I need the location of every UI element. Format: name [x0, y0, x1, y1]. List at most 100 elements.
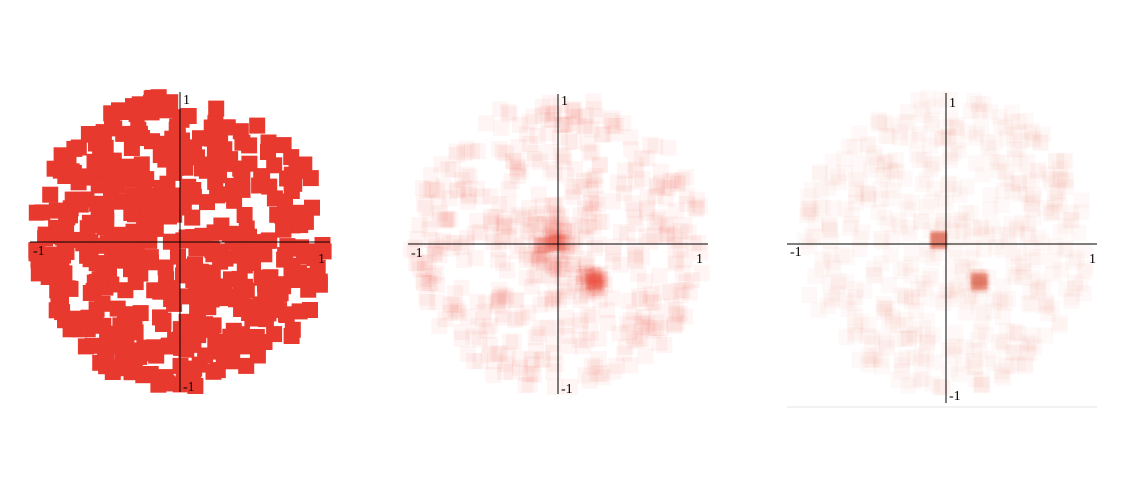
scatter-point [1006, 324, 1022, 340]
scatter-point [622, 129, 639, 146]
scatter-point [668, 306, 685, 323]
scatter-point [136, 339, 153, 356]
scatter-point [626, 328, 643, 345]
scatter-point [177, 265, 194, 282]
scatter-point [582, 194, 599, 211]
scatter-point [580, 217, 597, 234]
scatter-point [1030, 162, 1046, 178]
scatter-point [92, 237, 109, 254]
scatter-point [208, 100, 225, 117]
scatter-point [515, 211, 532, 228]
scatter-point [519, 126, 535, 143]
scatter-point [873, 351, 889, 367]
scatter-point [586, 101, 603, 118]
scatter-point [241, 228, 257, 245]
scatter-point [651, 334, 668, 351]
scatter-point [544, 335, 561, 352]
scatter-point [456, 180, 473, 197]
scatter-point [494, 144, 511, 161]
scatter-point [511, 350, 528, 367]
scatter-point [897, 260, 913, 276]
scatter-point [566, 217, 583, 234]
scatter-point [498, 145, 515, 162]
scatter-point [428, 264, 445, 281]
scatter-point [403, 242, 420, 259]
scatter-point [965, 240, 981, 256]
scatter-point [497, 356, 514, 373]
scatter-point [542, 161, 559, 178]
scatter-point [1022, 196, 1038, 212]
scatter-point [489, 297, 506, 314]
scatter-point [459, 140, 476, 157]
scatter-point [615, 115, 632, 132]
scatter-point [641, 233, 658, 250]
scatter-point [234, 134, 251, 151]
scatter-point [822, 216, 838, 232]
points-layer [28, 89, 332, 394]
scatter-point [627, 253, 644, 270]
scatter-point [671, 305, 688, 322]
scatter-point [574, 222, 591, 239]
scatter-point [588, 108, 605, 125]
scatter-point [669, 174, 686, 191]
scatter-point [801, 287, 817, 303]
scatter-point [639, 189, 656, 206]
scatter-point [234, 181, 251, 198]
scatter-point [532, 247, 549, 264]
scatter-point [611, 325, 628, 342]
scatter-point [469, 293, 486, 310]
scatter-point [639, 200, 656, 217]
scatter-point [595, 126, 612, 142]
scatter-point [581, 172, 598, 188]
scatter-point [460, 346, 476, 362]
scatter-point [605, 125, 622, 142]
scatter-point [652, 314, 669, 331]
scatter-point [499, 347, 516, 364]
scatter-point [277, 247, 294, 264]
scatter-point [427, 244, 444, 261]
points-layer [403, 93, 710, 395]
points-layer [797, 90, 1094, 395]
scatter-point [232, 284, 249, 301]
scatter-point [510, 207, 527, 224]
y-tick-max: 1 [561, 94, 568, 109]
scatter-point [566, 101, 583, 118]
scatter-point [638, 228, 655, 245]
scatter-point [95, 124, 112, 141]
scatter-point [545, 106, 562, 123]
scatter-point [277, 193, 293, 210]
scatter-point [676, 217, 693, 234]
scatter-point [642, 136, 659, 153]
scatter-point [920, 330, 936, 346]
scatter-point [431, 205, 448, 222]
scatter-point [585, 93, 602, 110]
scatter-point [589, 276, 605, 293]
scatter-point [489, 252, 506, 269]
scatter-point [92, 210, 108, 226]
scatter-point [494, 214, 511, 231]
scatter-point [559, 236, 575, 253]
scatter-point [544, 295, 561, 312]
scatter-point [689, 201, 705, 218]
scatter-point [965, 220, 981, 236]
scatter-point [510, 310, 527, 327]
scatter-point [485, 367, 502, 384]
scatter-point [453, 330, 470, 347]
scatter-point [667, 302, 684, 319]
scatter-point [631, 330, 648, 347]
scatter-point [561, 338, 578, 355]
scatter-point [582, 324, 599, 341]
scatter-point [419, 183, 436, 200]
scatter-point [974, 315, 990, 331]
scatter-point [589, 279, 606, 296]
scatter-point [110, 193, 127, 210]
scatter-point [548, 230, 565, 247]
scatter-point [672, 287, 689, 304]
scatter-point [502, 333, 519, 350]
scatter-point [222, 151, 239, 168]
scatter-point [661, 216, 678, 233]
scatter-point [587, 359, 604, 376]
scatter-point [464, 143, 480, 160]
scatter-point [572, 317, 589, 334]
scatter-point [612, 256, 629, 273]
